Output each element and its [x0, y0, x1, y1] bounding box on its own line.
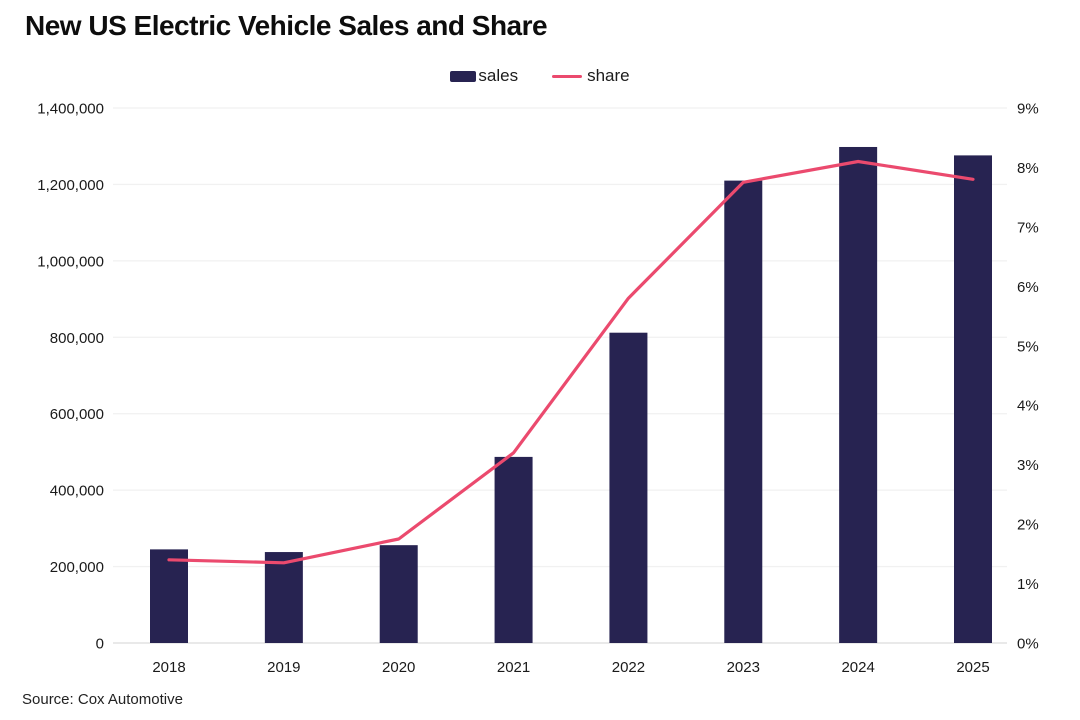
bar-2023 — [724, 180, 763, 643]
right-tick-2%: 2% — [1017, 517, 1039, 534]
x-tick-2025: 2025 — [956, 659, 989, 676]
right-tick-8%: 8% — [1017, 160, 1039, 177]
right-tick-0%: 0% — [1017, 636, 1039, 653]
legend-label-share: share — [587, 66, 630, 85]
legend: sales share — [0, 66, 1080, 86]
legend-item-sales: sales — [450, 66, 518, 86]
chart-title: New US Electric Vehicle Sales and Share — [25, 10, 548, 41]
right-tick-3%: 3% — [1017, 457, 1039, 474]
x-tick-2018: 2018 — [152, 659, 185, 676]
x-tick-2019: 2019 — [267, 659, 300, 676]
right-tick-7%: 7% — [1017, 219, 1039, 236]
left-tick-600,000: 600,000 — [50, 406, 104, 423]
source-note: Source: Cox Automotive — [22, 691, 183, 708]
left-tick-400,000: 400,000 — [50, 483, 104, 500]
share-swatch-icon — [552, 74, 583, 78]
bar-2022 — [609, 332, 648, 643]
x-tick-2021: 2021 — [497, 659, 530, 676]
x-tick-2024: 2024 — [841, 659, 874, 676]
x-tick-2023: 2023 — [727, 659, 760, 676]
right-tick-6%: 6% — [1017, 279, 1039, 296]
bar-2020 — [379, 545, 418, 643]
bar-2024 — [839, 146, 878, 643]
right-tick-1%: 1% — [1017, 576, 1039, 593]
left-tick-200,000: 200,000 — [50, 559, 104, 576]
sales-swatch-icon — [450, 70, 477, 82]
x-tick-2022: 2022 — [612, 659, 645, 676]
right-tick-5%: 5% — [1017, 338, 1039, 355]
right-tick-9%: 9% — [1017, 101, 1039, 118]
legend-label-sales: sales — [478, 66, 519, 85]
bar-2019 — [264, 552, 303, 643]
x-tick-2020: 2020 — [382, 659, 415, 676]
share-line — [167, 159, 975, 565]
legend-item-share: share — [552, 66, 630, 86]
bar-2025 — [954, 155, 992, 643]
left-tick-800,000: 800,000 — [50, 330, 104, 347]
right-tick-4%: 4% — [1017, 398, 1039, 415]
left-tick-1,200,000: 1,200,000 — [37, 177, 104, 194]
left-tick-1,000,000: 1,000,000 — [37, 253, 104, 270]
bar-2021 — [494, 456, 533, 643]
left-tick-0: 0 — [96, 636, 104, 653]
left-tick-1,400,000: 1,400,000 — [37, 101, 104, 118]
bar-2018 — [150, 549, 188, 643]
